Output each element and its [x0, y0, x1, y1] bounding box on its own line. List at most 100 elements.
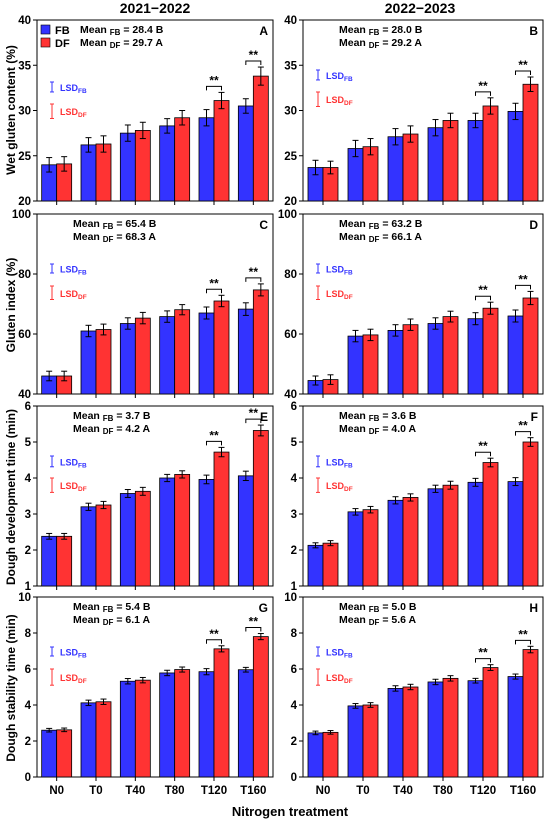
mean-subscript: FB [369, 222, 380, 231]
bar-df-t80 [442, 484, 459, 587]
y-axis-label: Dough stability time (min) [4, 614, 18, 761]
significance-bracket [475, 451, 491, 457]
y-tick-label: 25 [18, 151, 31, 163]
mean-value: = 5.0 B [379, 601, 416, 613]
significance-marker: ** [478, 646, 488, 660]
y-tick-label: 30 [18, 106, 31, 118]
y-tick-label: 4 [291, 700, 298, 712]
x-tick-label: T40 [393, 785, 413, 797]
y-tick-label: 0 [291, 772, 297, 784]
panel-letter: G [259, 601, 268, 615]
panel-letter: D [529, 218, 538, 232]
plot-frame [302, 213, 544, 395]
bar-fb-t120 [467, 680, 484, 778]
column-title-left: 2021−2022 [120, 0, 191, 16]
bar-fb-t160 [237, 669, 254, 778]
bar-fb-t160 [507, 315, 524, 395]
y-tick-label: 1 [291, 581, 298, 593]
bar-fb-t160 [507, 676, 524, 778]
significance-marker: ** [518, 419, 528, 433]
bar-fb-n0 [307, 544, 324, 587]
significance-marker: ** [518, 272, 528, 286]
mean-subscript: FB [369, 28, 380, 37]
bar-df-t160 [522, 83, 539, 202]
significance-bracket [245, 277, 262, 282]
y-tick-label: 1 [25, 581, 32, 593]
x-tick-label: T120 [470, 785, 496, 797]
bar-fb-t40 [119, 493, 136, 587]
bar-fb-t0 [347, 335, 364, 395]
mean-value: = 63.2 B [379, 218, 422, 230]
lsd-label-main: LSD [60, 83, 79, 93]
lsd-label-main: LSD [326, 265, 345, 275]
mean-subscript: DF [369, 235, 380, 244]
x-tick-label: T40 [125, 785, 145, 797]
bar-df-t0 [362, 334, 379, 395]
y-tick-label: 100 [278, 209, 297, 221]
y-tick-label: 3 [25, 509, 31, 521]
lsd-label-main: LSD [60, 673, 79, 683]
y-tick-label: 25 [284, 151, 297, 163]
mean-subscript: DF [110, 41, 121, 50]
lsd-label-fb: LSDFB [326, 457, 353, 469]
significance-marker: ** [478, 439, 488, 453]
bar-fb-t120 [467, 120, 484, 202]
panel-letter: F [531, 410, 538, 424]
mean-value: = 4.0 A [379, 423, 416, 435]
mean-subscript: FB [103, 605, 114, 614]
bar-fb-t0 [80, 506, 97, 587]
bar-fb-t40 [119, 323, 136, 395]
bar-df-n0 [322, 542, 339, 587]
bar-df-t160 [522, 441, 539, 587]
lsd-label-sub: FB [344, 270, 353, 277]
bar-df-t120 [213, 451, 230, 587]
bar-fb-t0 [347, 705, 364, 778]
lsd-label-sub: FB [78, 462, 87, 469]
bar-df-t40 [402, 686, 419, 778]
mean-value: = 28.4 B [120, 24, 163, 36]
plot-frame [302, 596, 544, 778]
bar-fb-t80 [159, 316, 176, 395]
y-tick-label: 6 [291, 664, 297, 676]
panel-h: 0 2 4 6 8 10 H N0 T0 T40 T80 T120 T160 ** ** Mean FB = … [284, 592, 544, 797]
y-tick-label: 0 [25, 772, 31, 784]
bar-df-t40 [134, 679, 151, 778]
bar-df-t40 [402, 133, 419, 202]
significance-bracket [515, 639, 531, 645]
bar-df-t0 [362, 509, 379, 587]
panel-letter: A [259, 24, 268, 38]
bar-df-t80 [174, 309, 191, 395]
y-axis-label: Dough development time (min) [4, 409, 18, 585]
bar-fb-t160 [237, 475, 254, 587]
mean-value: = 3.6 B [379, 410, 416, 422]
mean-subscript: FB [103, 414, 114, 423]
y-tick-label: 6 [25, 664, 31, 676]
x-tick-label: N0 [49, 785, 64, 797]
bar-fb-t120 [198, 479, 215, 587]
mean-annotation-df: Mean DF = 4.2 A [73, 423, 151, 436]
lsd-label-fb: LSDFB [326, 71, 353, 83]
significance-bracket [206, 639, 222, 644]
mean-label: Mean [73, 614, 103, 626]
lsd-label-sub: DF [344, 100, 353, 107]
significance-bracket [475, 658, 491, 663]
bar-fb-t120 [198, 117, 215, 202]
bar-fb-t160 [237, 105, 254, 202]
panel-letter: C [259, 218, 268, 232]
bar-df-t120 [482, 462, 499, 587]
bar-df-t0 [95, 504, 112, 587]
lsd-label-df: LSDDF [60, 673, 87, 685]
lsd-label-sub: FB [344, 462, 353, 469]
significance-marker: ** [478, 283, 488, 297]
mean-subscript: DF [369, 618, 380, 627]
mean-subscript: FB [369, 605, 380, 614]
bar-fb-t0 [347, 511, 364, 587]
significance-marker: ** [249, 48, 259, 62]
mean-label: Mean [339, 410, 369, 422]
y-tick-label: 60 [284, 329, 297, 341]
lsd-label-df: LSDDF [326, 289, 353, 301]
